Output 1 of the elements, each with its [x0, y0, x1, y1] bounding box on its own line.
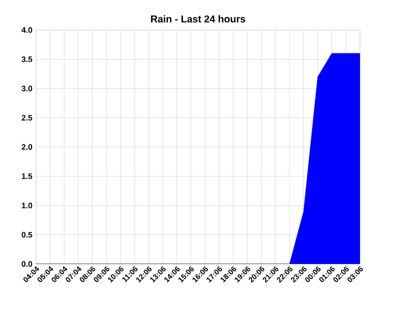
chart-title: Rain - Last 24 hours: [151, 15, 246, 22]
